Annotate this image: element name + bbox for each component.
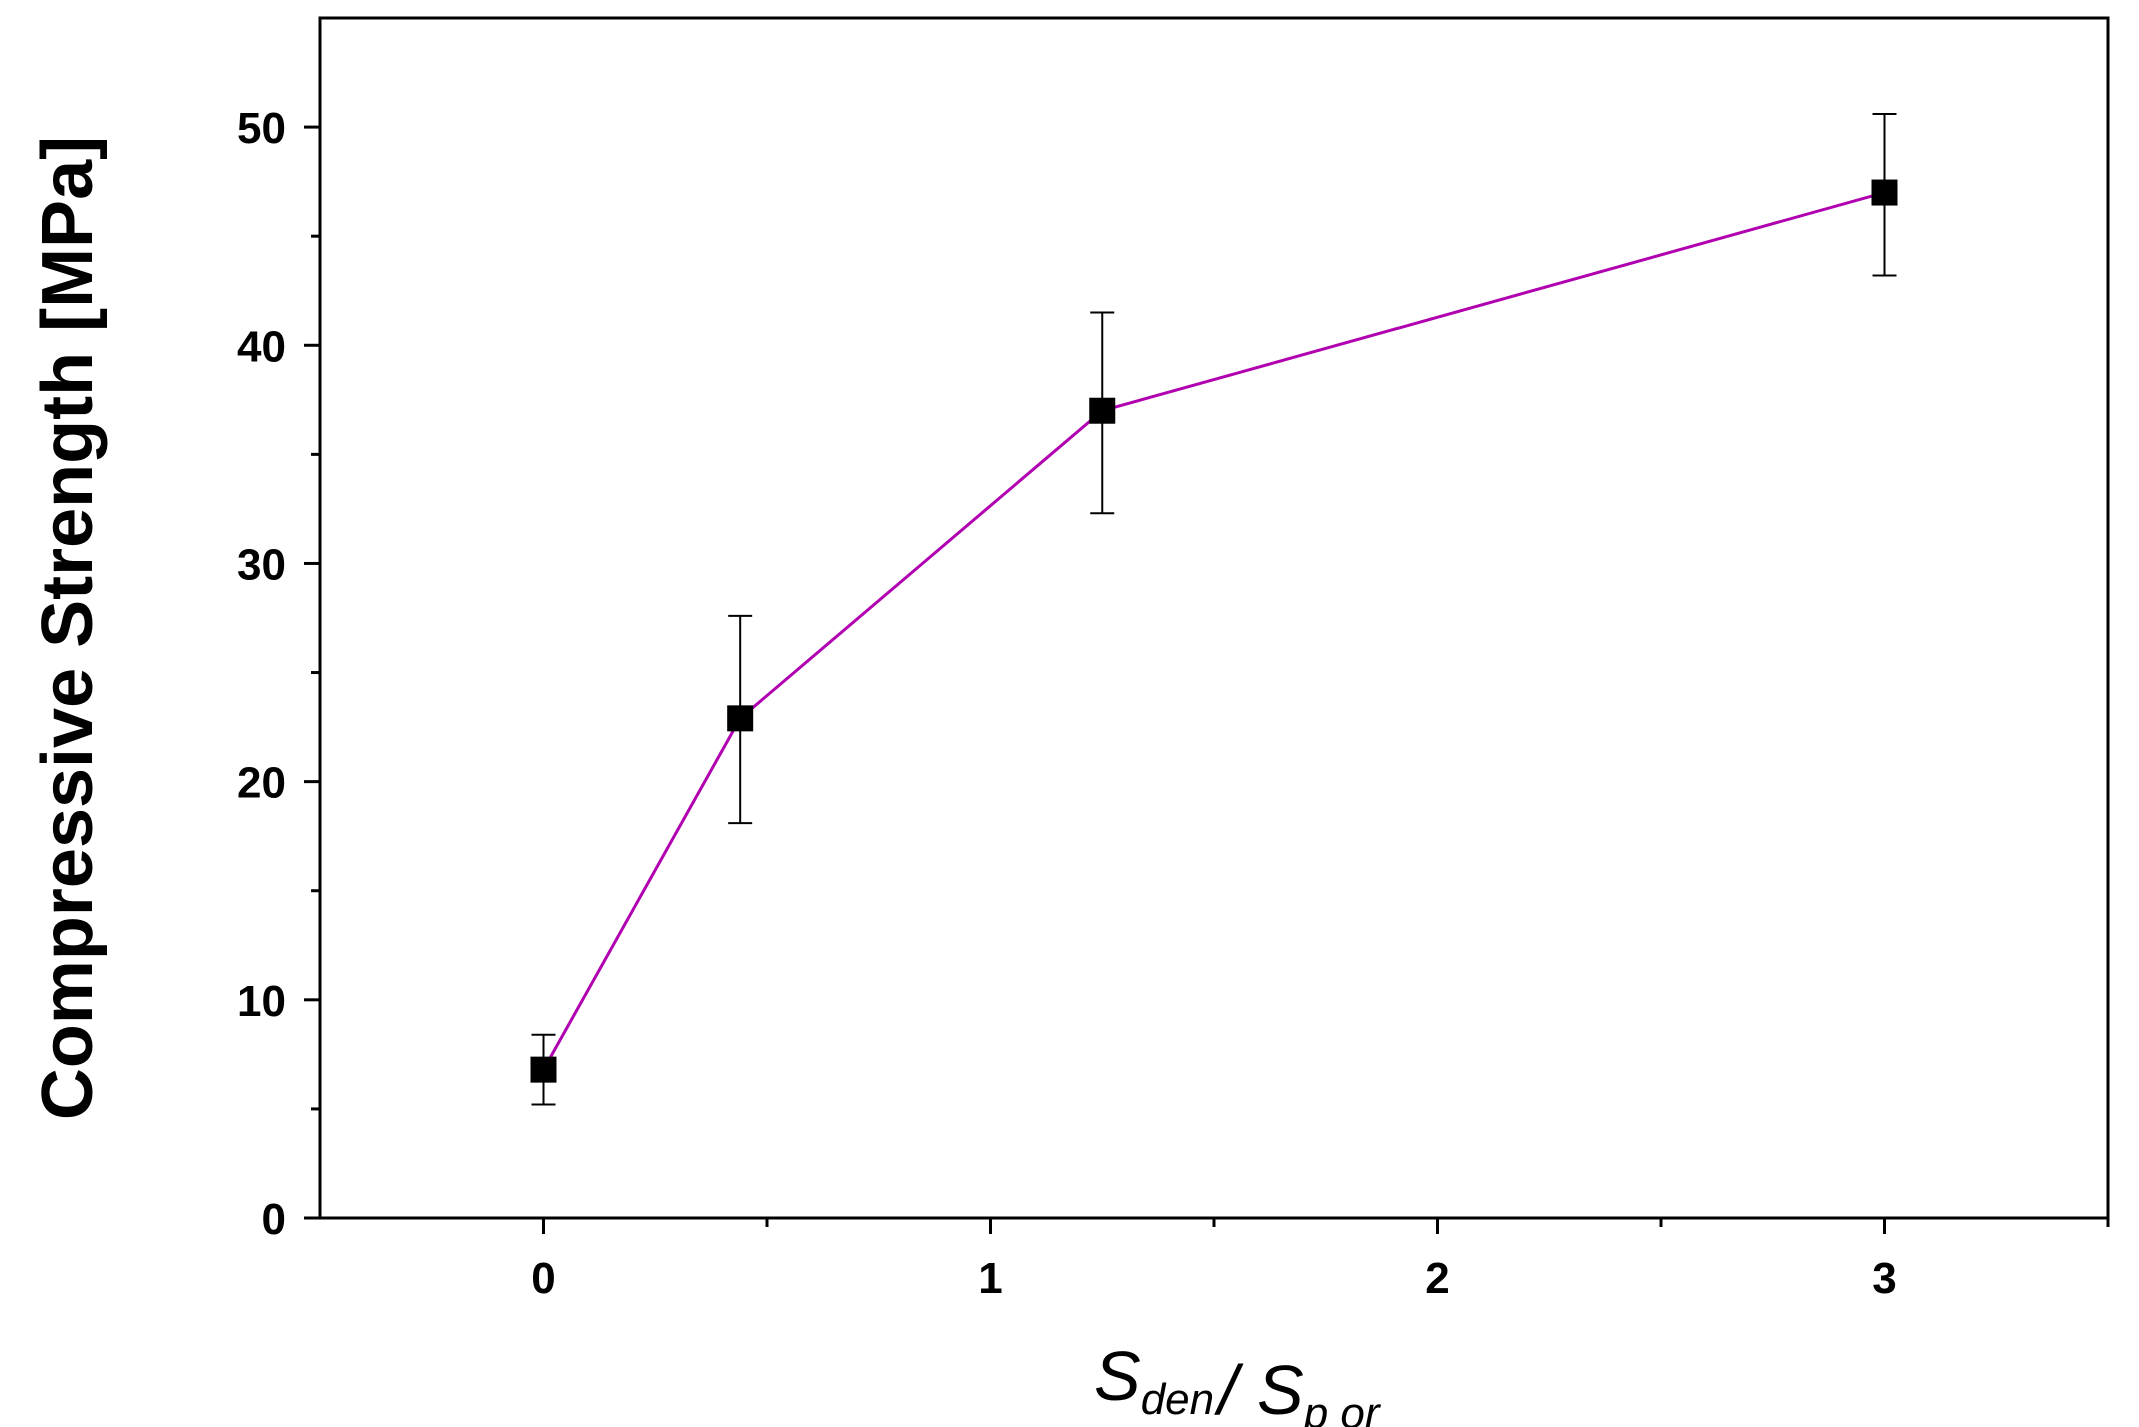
plot-frame xyxy=(318,16,2110,1220)
x-tick-label: 0 xyxy=(531,1254,555,1303)
y-axis-label: Compressive Strength [MPa] xyxy=(28,136,108,1120)
x-label-subscript: den xyxy=(1141,1375,1214,1424)
y-tick-label: 10 xyxy=(237,977,286,1026)
x-label-subscript: p or xyxy=(1302,1389,1382,1427)
series-line xyxy=(542,191,1885,1071)
data-point xyxy=(530,1056,557,1083)
y-tick-label: 0 xyxy=(262,1195,286,1244)
x-tick-label: 3 xyxy=(1872,1254,1896,1303)
x-label-part: S xyxy=(1257,1351,1304,1427)
x-label-part: / xyxy=(1214,1351,1257,1427)
y-tick-label: 30 xyxy=(237,540,286,589)
data-point xyxy=(1089,397,1116,424)
data-point xyxy=(727,705,754,732)
x-axis-label: Sden/ Sp or xyxy=(1094,1337,1382,1427)
x-tick-label: 2 xyxy=(1425,1254,1449,1303)
y-tick-label: 40 xyxy=(237,322,286,371)
y-tick-label: 20 xyxy=(237,759,286,808)
data-point xyxy=(1871,179,1898,206)
axis-labels: Compressive Strength [MPa] Sden/ Sp or xyxy=(28,136,1382,1427)
axes xyxy=(318,16,2110,1220)
series xyxy=(530,113,1898,1106)
x-tick-label: 1 xyxy=(978,1254,1002,1303)
y-tick-label: 50 xyxy=(237,104,286,153)
x-label-part: S xyxy=(1094,1337,1141,1415)
